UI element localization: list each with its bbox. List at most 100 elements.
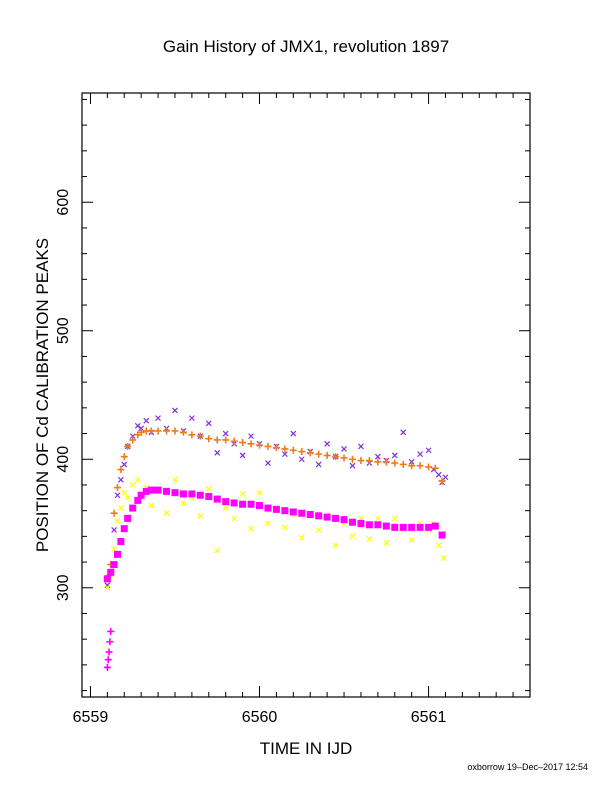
data-point [214, 547, 221, 554]
y-tick-label: 400 [55, 446, 72, 473]
x-tick-label: 6559 [73, 709, 109, 726]
data-point [425, 463, 433, 471]
data-point [416, 523, 424, 531]
data-point [332, 453, 340, 461]
data-point [142, 487, 150, 495]
data-point [248, 525, 254, 532]
data-point [349, 533, 356, 540]
data-point [442, 474, 449, 481]
data-point [163, 510, 170, 517]
data-point [105, 648, 113, 656]
data-point [117, 538, 125, 546]
data-point [104, 584, 111, 591]
data-point [172, 407, 178, 414]
data-point [247, 500, 255, 508]
data-point [196, 491, 204, 499]
data-point [129, 504, 137, 512]
y-axis-label: POSITION OF Cd CALIBRATION PEAKS [33, 238, 52, 552]
data-point [205, 435, 213, 443]
data-point [117, 466, 125, 474]
series-3 [103, 627, 115, 671]
data-point [408, 523, 416, 531]
data-point [143, 417, 150, 424]
data-point [104, 656, 112, 664]
data-point [188, 490, 196, 498]
data-point [154, 427, 162, 435]
chart-title: Gain History of JMX1, revolution 1897 [163, 37, 449, 56]
data-point [272, 444, 280, 452]
data-point [171, 489, 179, 497]
data-point [408, 537, 415, 544]
data-point [205, 485, 212, 492]
data-point [391, 459, 399, 467]
data-point [137, 491, 145, 499]
data-point [438, 477, 446, 485]
data-point [110, 509, 118, 517]
data-point [431, 464, 439, 472]
data-point [180, 500, 187, 506]
data-point [121, 489, 128, 496]
data-point [256, 502, 264, 510]
data-point [179, 490, 187, 498]
data-point [179, 428, 187, 436]
data-point [197, 512, 204, 519]
data-point [205, 420, 212, 427]
data-point [103, 575, 111, 583]
data-point [374, 521, 382, 529]
data-point [172, 476, 178, 483]
data-point [306, 511, 314, 519]
data-point [147, 486, 155, 494]
data-point [365, 457, 373, 465]
data-point [391, 515, 398, 522]
data-point [374, 458, 382, 466]
data-point [289, 508, 297, 516]
data-point [374, 453, 381, 460]
series-1 [103, 427, 446, 581]
data-point [272, 505, 280, 513]
data-point [399, 460, 407, 468]
data-point [239, 500, 247, 508]
data-point [400, 429, 407, 436]
data-point [281, 524, 288, 531]
data-point [239, 439, 247, 447]
data-point [425, 447, 432, 454]
data-point [120, 525, 128, 533]
data-point [134, 496, 142, 504]
data-point [298, 456, 305, 463]
data-point [137, 428, 145, 436]
data-point [188, 415, 195, 422]
data-point [239, 491, 246, 497]
data-point [391, 452, 398, 459]
data-point [323, 451, 331, 459]
data-point [315, 512, 323, 520]
data-point [256, 489, 263, 496]
data-point [163, 427, 171, 435]
data-point [265, 460, 271, 467]
series-0 [104, 407, 449, 589]
data-point [222, 430, 229, 437]
data-point [214, 449, 221, 456]
data-point [230, 437, 238, 445]
data-point [306, 449, 314, 457]
data-point [154, 486, 162, 494]
data-point [205, 493, 213, 501]
series-4 [103, 486, 446, 583]
y-tick-label: 600 [55, 189, 72, 216]
data-point [357, 457, 365, 465]
data-point [107, 627, 115, 635]
data-point [114, 484, 122, 492]
data-point [435, 542, 442, 549]
data-point [340, 516, 348, 524]
data-point [121, 461, 128, 468]
data-point [196, 432, 204, 440]
data-point [315, 527, 322, 533]
plot-frame [81, 92, 531, 698]
data-point [382, 458, 390, 466]
data-point [365, 521, 373, 529]
data-point [248, 433, 254, 440]
data-point [155, 415, 161, 422]
data-point [298, 509, 306, 517]
data-point [408, 462, 416, 470]
data-point [222, 436, 230, 444]
data-point [222, 498, 230, 506]
